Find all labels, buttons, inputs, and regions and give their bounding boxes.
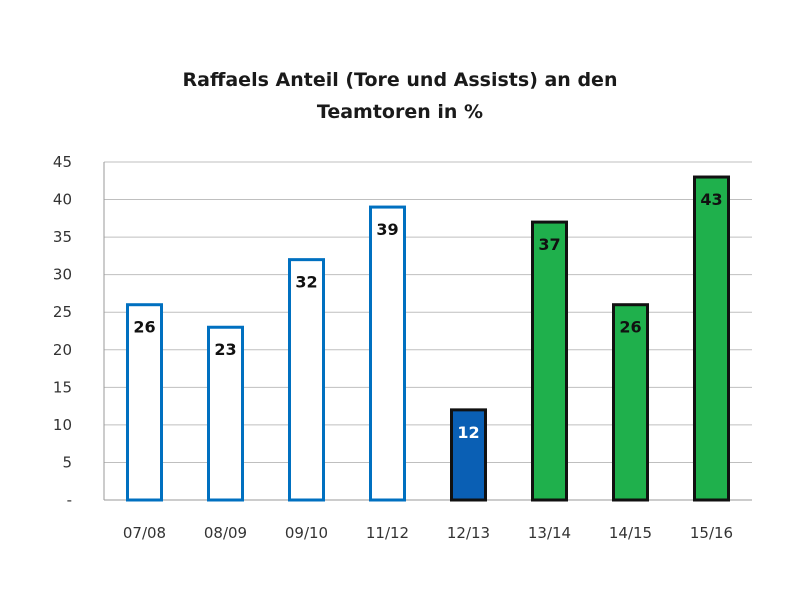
y-tick-label: 20 bbox=[53, 341, 72, 359]
y-tick-label: 45 bbox=[53, 153, 72, 171]
chart-title-line-2: Teamtoren in % bbox=[316, 101, 484, 123]
x-tick-label: 14/15 bbox=[609, 524, 652, 542]
data-label: 12 bbox=[457, 423, 479, 442]
y-tick-label: 10 bbox=[53, 416, 72, 434]
bar bbox=[693, 175, 730, 502]
bar bbox=[207, 325, 244, 502]
data-label: 23 bbox=[214, 340, 236, 359]
x-tick-label: 07/08 bbox=[123, 524, 166, 542]
bar bbox=[369, 205, 406, 502]
x-tick-label: 12/13 bbox=[447, 524, 490, 542]
y-tick-label: 25 bbox=[53, 303, 72, 321]
bar bbox=[126, 303, 163, 502]
data-label: 26 bbox=[133, 318, 155, 337]
y-tick-label: 30 bbox=[53, 266, 72, 284]
data-label: 43 bbox=[700, 190, 722, 209]
y-tick-label: 5 bbox=[62, 453, 72, 471]
chart-title: Raffaels Anteil (Tore und Assists) an de… bbox=[0, 64, 800, 128]
x-tick-label: 09/10 bbox=[285, 524, 328, 542]
bar bbox=[288, 258, 325, 502]
y-tick-label: 40 bbox=[53, 191, 72, 209]
data-label: 26 bbox=[619, 318, 641, 337]
bar bbox=[612, 303, 649, 502]
y-tick-label: 15 bbox=[53, 378, 72, 396]
data-label: 32 bbox=[295, 273, 317, 292]
bar bbox=[531, 220, 568, 502]
bar bbox=[450, 408, 487, 502]
chart-title-line-1: Raffaels Anteil (Tore und Assists) an de… bbox=[182, 69, 618, 91]
x-tick-label: 11/12 bbox=[366, 524, 409, 542]
x-tick-label: 15/16 bbox=[690, 524, 733, 542]
x-tick-label: 13/14 bbox=[528, 524, 571, 542]
y-tick-label: - bbox=[67, 491, 72, 509]
data-label: 37 bbox=[538, 235, 560, 254]
x-tick-label: 08/09 bbox=[204, 524, 247, 542]
y-tick-label: 35 bbox=[53, 228, 72, 246]
data-label: 39 bbox=[376, 220, 398, 239]
